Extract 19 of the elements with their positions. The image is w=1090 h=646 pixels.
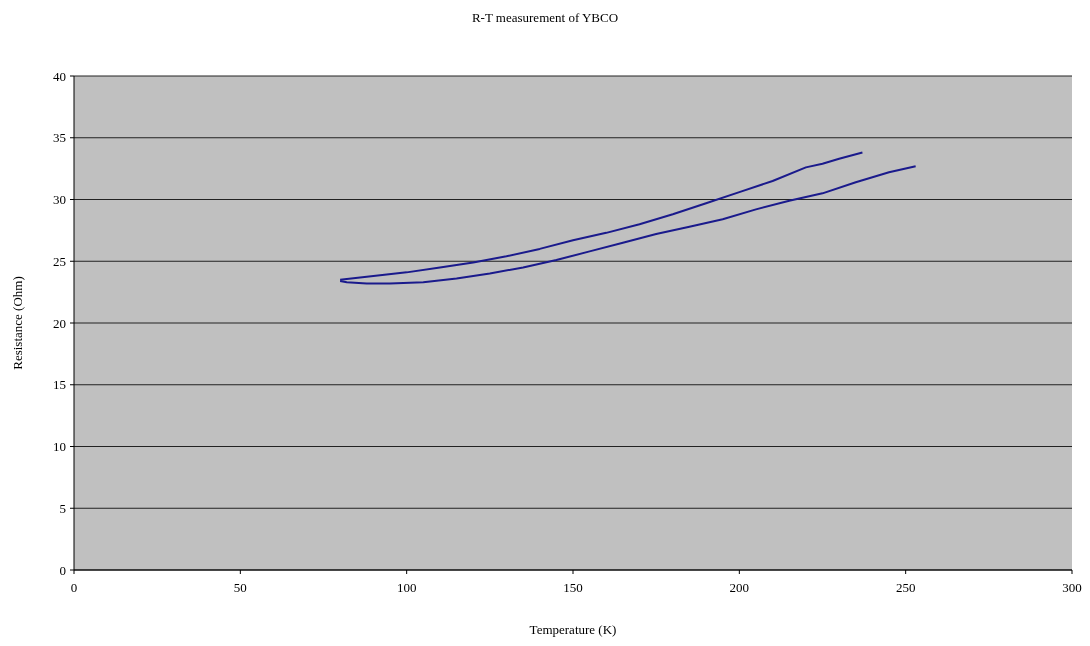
y-tick-label: 15 [53,377,66,393]
y-tick-label: 25 [53,253,66,269]
y-tick-label: 10 [53,439,66,455]
x-tick-label: 200 [729,580,750,595]
chart-title: R-T measurement of YBCO [471,10,619,25]
y-tick-label: 40 [53,68,66,84]
x-tick-label: 0 [70,580,78,595]
y-tick-label: 20 [53,315,66,331]
y-axis-title: Resistance (Ohm) [10,276,25,370]
x-tick-label: 100 [396,580,417,595]
x-tick-label: 250 [895,580,916,595]
y-tick-label: 35 [53,130,66,146]
x-tick-label: 50 [233,580,247,595]
x-tick-label: 300 [1062,580,1082,595]
y-tick-label: 30 [53,192,66,208]
x-tick-label: 150 [563,580,583,595]
x-axis-title: Temperature (K) [529,622,617,637]
y-tick-label: 0 [59,562,66,578]
y-tick-label: 5 [59,500,66,516]
